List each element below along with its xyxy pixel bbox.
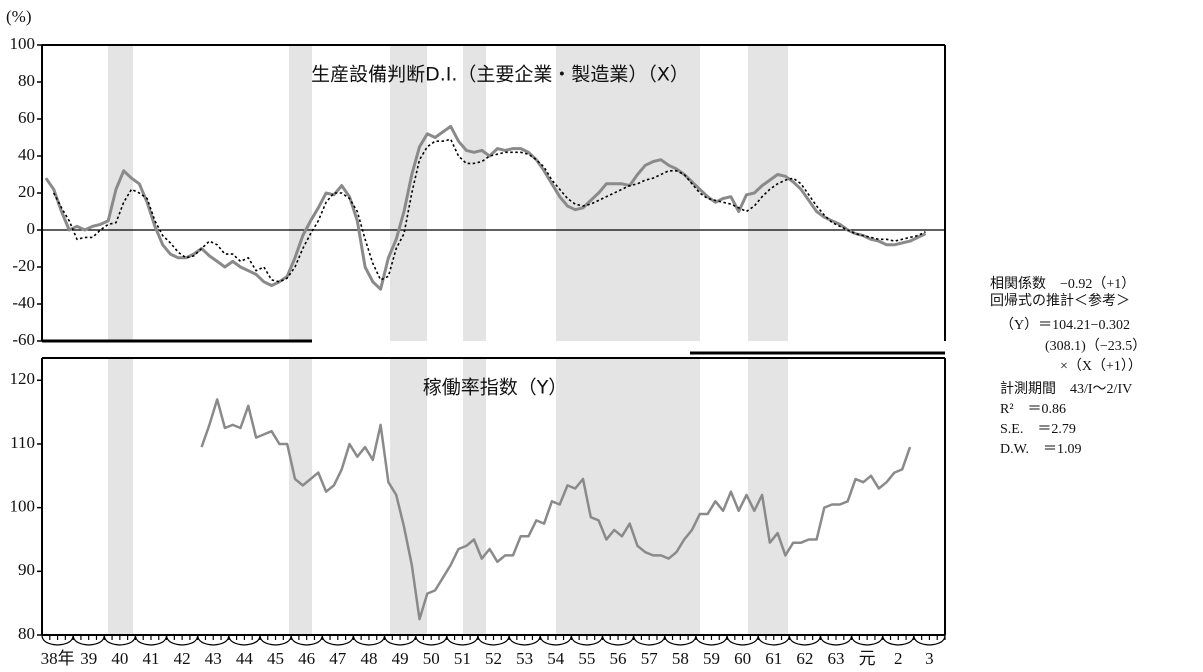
x-tick-label: 46 (298, 649, 315, 668)
year-bracket (477, 634, 510, 646)
recession-band (463, 45, 486, 341)
year-bracket (352, 634, 386, 646)
recession-band (108, 45, 133, 341)
year-bracket (165, 634, 199, 646)
year-bracket (539, 634, 572, 646)
recession-band (108, 358, 133, 635)
year-bracket (259, 634, 292, 646)
annotation: S.E. ＝2.79 (1000, 422, 1076, 437)
y-tick-label: 100 (10, 497, 36, 516)
year-bracket (601, 634, 635, 646)
year-bracket (788, 634, 822, 646)
recession-band (556, 358, 700, 635)
year-bracket (228, 634, 261, 646)
x-tick-label: 50 (423, 649, 440, 668)
y-tick-label: 110 (10, 433, 35, 452)
y-tick-label: -60 (12, 330, 35, 349)
annotation: ×（X（+1）） (1060, 358, 1142, 374)
y-tick-label: 40 (18, 145, 35, 164)
x-tick-label: 41 (142, 649, 159, 668)
x-tick-label: 47 (329, 649, 347, 668)
x-tick-label: 60 (734, 649, 751, 668)
y-tick-label: 90 (18, 560, 35, 579)
year-bracket (633, 634, 666, 646)
year-bracket (415, 634, 448, 646)
panel-title: 生産設備判断D.I.（主要企業・製造業）（X） (311, 64, 689, 86)
data-line (44, 124, 927, 291)
recession-band (748, 358, 788, 635)
year-bracket (726, 634, 759, 646)
data-line (52, 138, 926, 283)
x-tick-label: 56 (610, 649, 627, 668)
y-tick-label: 80 (18, 71, 35, 90)
x-tick-label: 38年 (41, 649, 75, 668)
y-tick-label: -40 (12, 293, 35, 312)
x-tick-label: 61 (765, 649, 782, 668)
year-bracket (664, 634, 697, 646)
y-tick-label: 100 (10, 34, 36, 53)
annotation: （Y）＝104.21−0.302 (1000, 317, 1130, 333)
annotation: 相関係数 −0.92（+1） (990, 276, 1135, 292)
annotation: 計測期間 43/I〜2/IV (1000, 381, 1132, 397)
x-tick-label: 40 (111, 649, 128, 668)
x-tick-label: 49 (392, 649, 409, 668)
x-tick-label: 48 (360, 649, 377, 668)
year-bracket (695, 634, 728, 646)
x-tick-label: 55 (578, 649, 595, 668)
panel-title: 稼働率指数（Y） (423, 377, 568, 399)
year-bracket (882, 634, 915, 646)
y-tick-label: 0 (27, 219, 36, 238)
recession-band (463, 358, 486, 635)
x-tick-label: 元 (859, 649, 876, 668)
x-tick-label: 52 (485, 649, 502, 668)
y-tick-label: 120 (10, 369, 36, 388)
x-tick-label: 43 (205, 649, 222, 668)
x-tick-label: 42 (174, 649, 191, 668)
year-bracket (383, 634, 417, 646)
unit-label: (%) (6, 7, 31, 26)
x-tick-label: 39 (80, 649, 97, 668)
data-line (200, 398, 912, 621)
y-tick-label: 20 (18, 182, 35, 201)
x-tick-label: 62 (796, 649, 813, 668)
year-bracket (913, 634, 946, 646)
annotation: 回帰式の推計＜参考＞ (990, 292, 1130, 309)
x-tick-label: 59 (703, 649, 720, 668)
year-bracket (290, 634, 323, 646)
x-tick-label: 54 (547, 649, 565, 668)
y-tick-label: -20 (12, 256, 35, 275)
x-tick-label: 3 (925, 649, 934, 668)
x-tick-label: 51 (454, 649, 471, 668)
x-tick-label: 44 (236, 649, 254, 668)
year-bracket (819, 634, 853, 646)
year-bracket (757, 634, 790, 646)
year-bracket (197, 634, 230, 646)
shading (108, 45, 788, 635)
y-tick-label: 60 (18, 108, 35, 127)
x-tick-label: 2 (894, 649, 903, 668)
x-tick-label: 53 (516, 649, 533, 668)
y-tick-label: 80 (18, 624, 35, 643)
x-tick-label: 57 (641, 649, 659, 668)
recession-band (289, 358, 312, 635)
year-bracket (570, 634, 604, 646)
year-bracket (508, 634, 541, 646)
x-tick-label: 45 (267, 649, 284, 668)
x-tick-label: 58 (672, 649, 689, 668)
year-bracket (134, 634, 168, 646)
x-tick-label: 63 (828, 649, 845, 668)
annotation: R² ＝0.86 (1000, 402, 1066, 417)
annotation: D.W. ＝1.09 (1000, 442, 1082, 457)
year-bracket (850, 634, 884, 646)
year-bracket (103, 634, 137, 646)
year-bracket (41, 634, 74, 646)
year-bracket (446, 634, 479, 646)
year-bracket (72, 634, 105, 646)
recession-band (556, 45, 700, 341)
annotation: (308.1)（−23.5） (1045, 338, 1146, 354)
recession-band (289, 45, 312, 341)
year-bracket (321, 634, 354, 646)
